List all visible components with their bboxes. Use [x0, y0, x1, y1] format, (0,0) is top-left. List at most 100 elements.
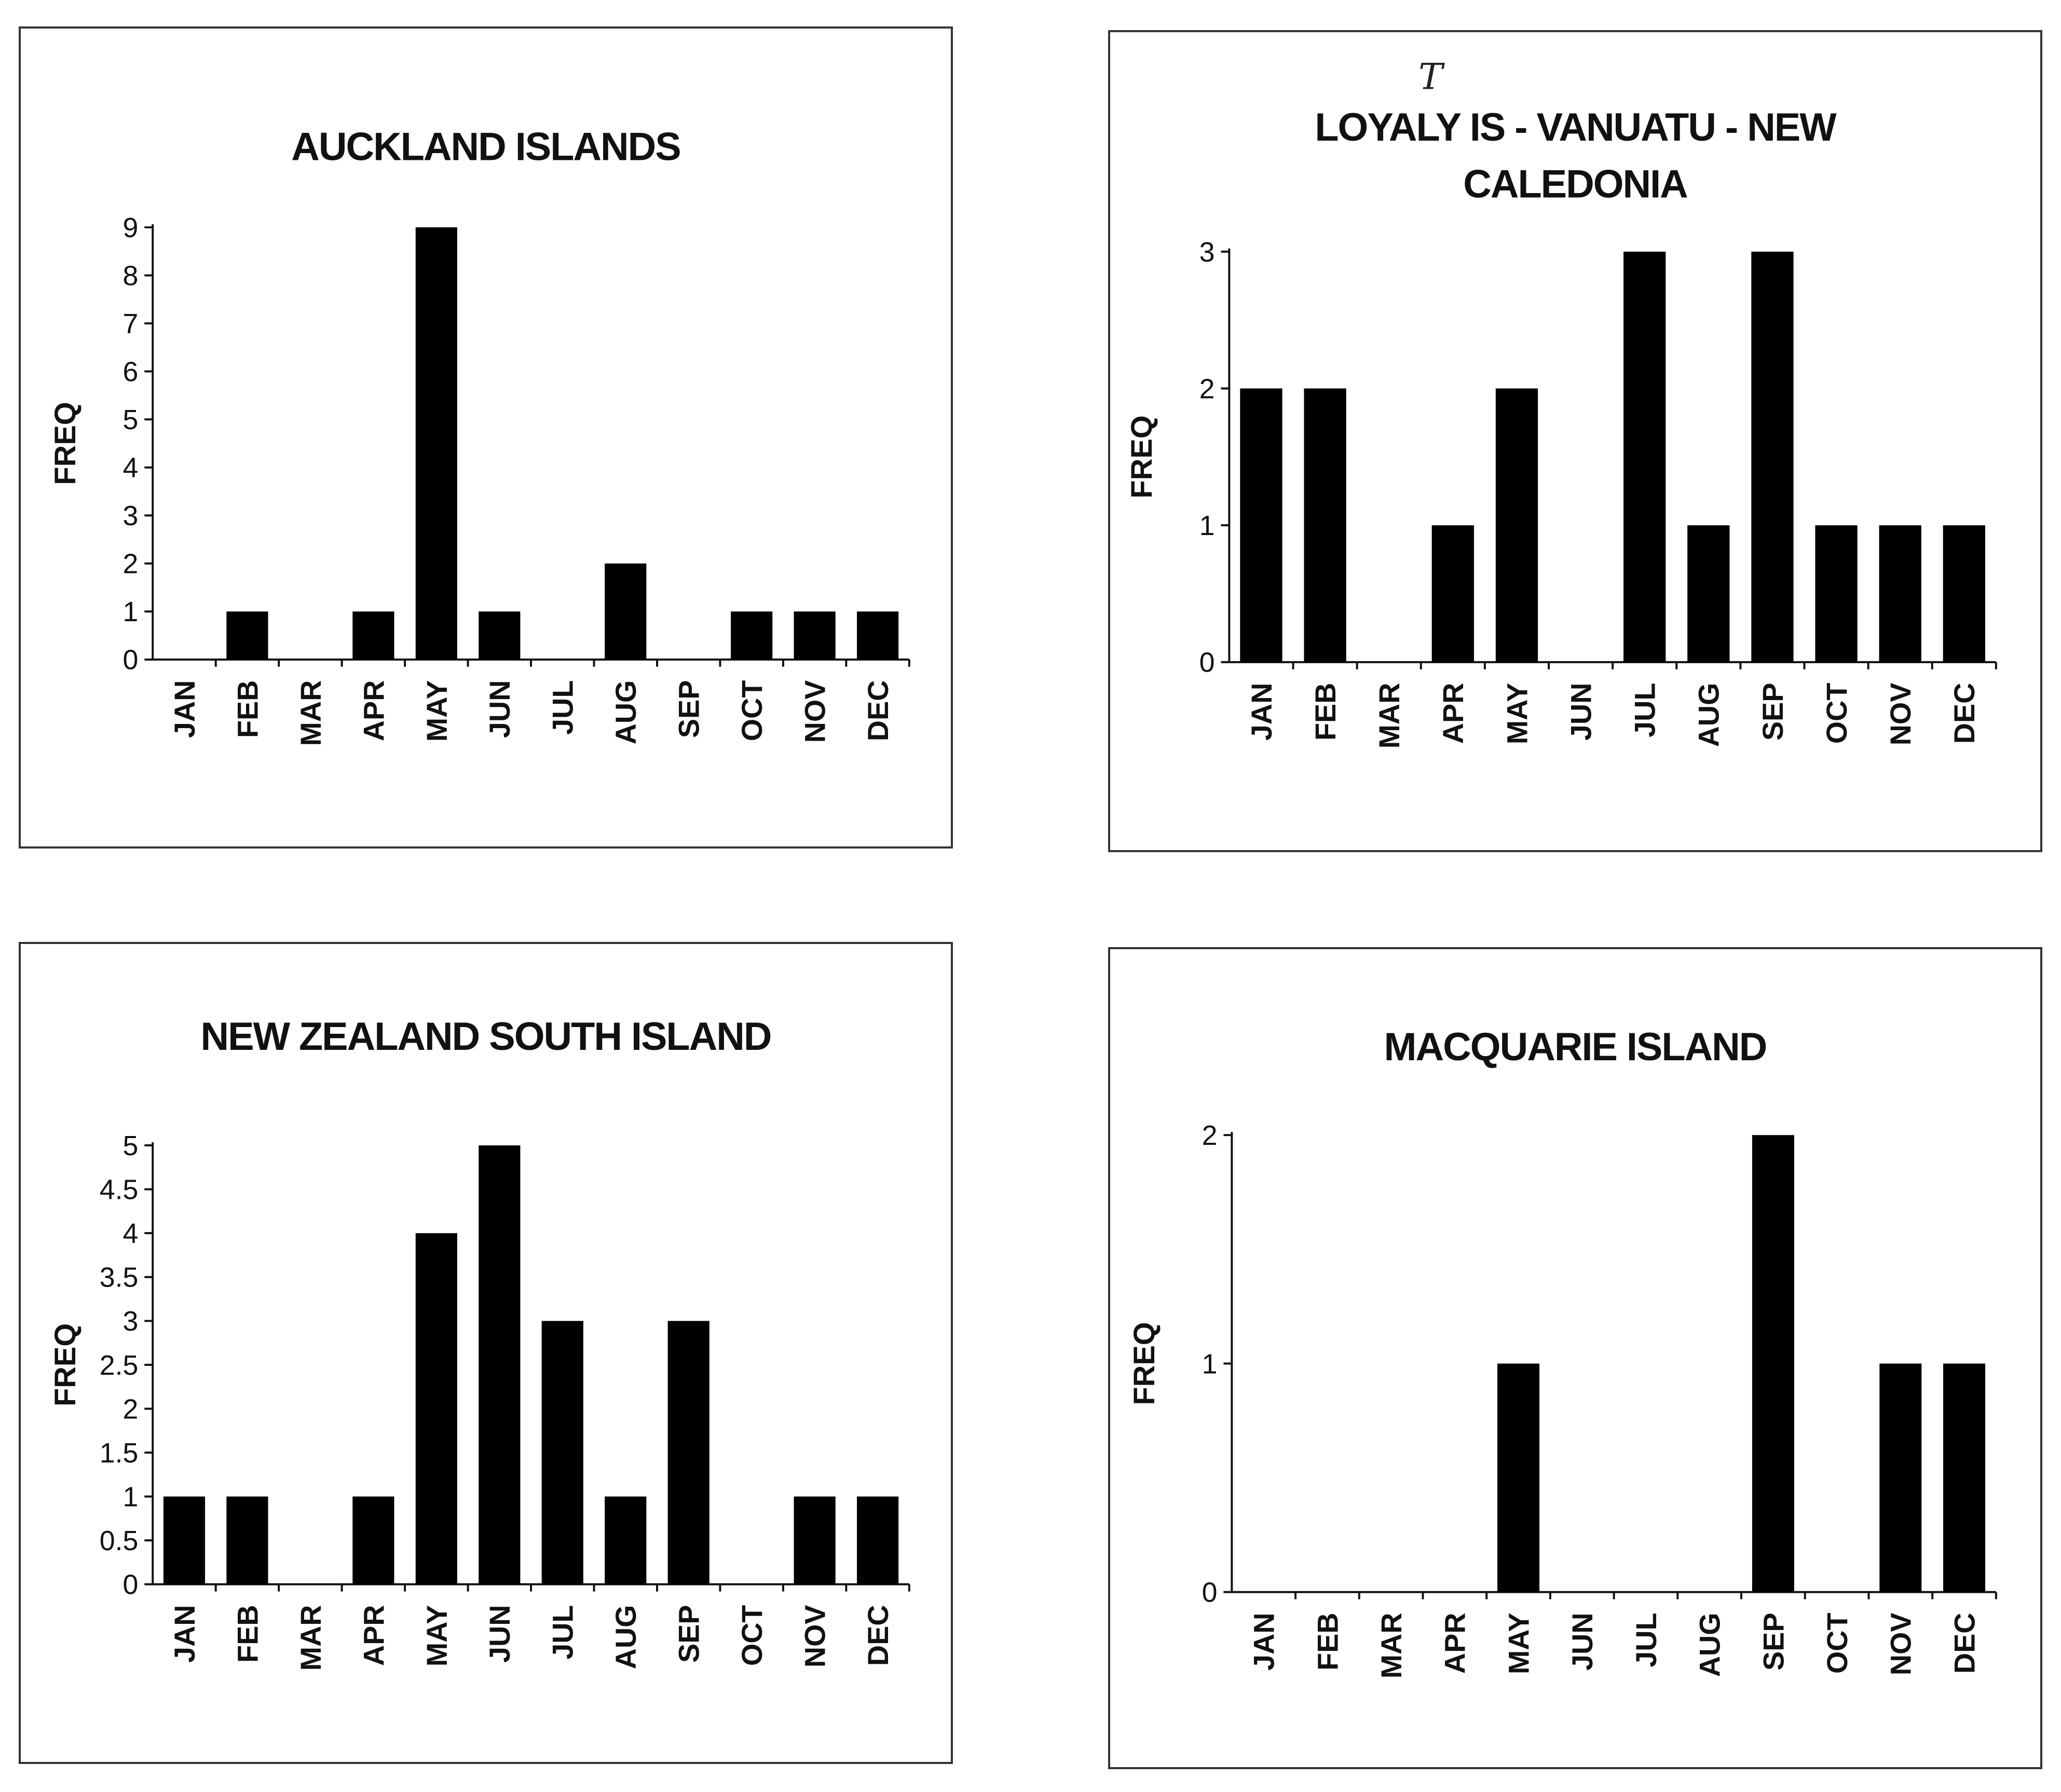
x-tick-label-oct: OCT: [736, 680, 768, 742]
bar-dec: [857, 611, 899, 660]
y-tick-label: 3: [123, 500, 139, 531]
chart-svg-macquarie-island: MACQUARIE ISLAND 0 1 2 FREQ JAN FEB MAR APR MAY JU…: [1128, 1025, 1997, 1678]
x-tick-label-feb: FEB: [1309, 683, 1342, 741]
x-tick-label-dec: DEC: [862, 680, 894, 742]
x-tick-label-aug: AUG: [1693, 683, 1725, 747]
y-tick-label: 9: [123, 212, 139, 243]
chart-svg-auckland-islands: AUCKLAND ISLANDS 0 1 2 3 4 5 6 7 8 9 FREQ JAN FEB MAR A…: [49, 126, 910, 746]
bar-dec: [857, 1496, 899, 1584]
x-tick-label-nov: NOV: [799, 1605, 831, 1668]
y-tick-label: 2: [1199, 373, 1215, 404]
chart-panel-macquarie-island: MACQUARIE ISLAND 0 1 2 FREQ JAN FEB MAR APR MAY JU…: [1108, 947, 2042, 1769]
x-tick-label-apr: APR: [1439, 1613, 1471, 1674]
y-tick-label: 3.5: [100, 1262, 139, 1293]
bar-oct: [731, 611, 773, 660]
x-tick-label-jun: JUN: [1565, 683, 1597, 741]
y-axis-label: FREQ: [1128, 1322, 1161, 1405]
y-tick-label: 1: [1199, 510, 1215, 541]
x-tick-label-feb: FEB: [231, 1605, 264, 1663]
x-tick-label-may: MAY: [421, 1605, 453, 1667]
y-tick-label: 0: [123, 1569, 139, 1601]
bar-feb: [1304, 388, 1346, 662]
y-tick-label: 8: [123, 260, 139, 291]
chart-title-line: NEW ZEALAND SOUTH ISLAND: [201, 1015, 771, 1059]
x-tick-label-apr: APR: [358, 680, 390, 742]
x-tick-label-mar: MAR: [295, 680, 327, 746]
bar-nov: [1879, 1363, 1922, 1592]
y-tick-label: 4.5: [100, 1174, 139, 1206]
bar-dec: [1943, 525, 1985, 662]
x-tick-label-mar: MAR: [1373, 683, 1405, 749]
chart-title-line: LOYALY IS - VANUATU - NEW: [1315, 106, 1837, 149]
y-tick-label: 0: [1199, 647, 1215, 678]
y-tick-label: 4: [123, 453, 139, 484]
y-tick-label: 1.5: [100, 1438, 139, 1469]
x-tick-label-feb: FEB: [1312, 1613, 1344, 1671]
y-tick-label: 3: [123, 1306, 139, 1337]
x-tick-label-aug: AUG: [1694, 1613, 1726, 1677]
bar-may: [1497, 1363, 1540, 1592]
y-axis-label: FREQ: [49, 402, 82, 485]
x-tick-label-oct: OCT: [1821, 683, 1853, 744]
x-tick-label-sep: SEP: [1757, 1613, 1790, 1671]
y-tick-label: 2: [123, 1393, 139, 1425]
x-tick-label-jul: JUL: [1629, 683, 1661, 737]
x-tick-label-jul: JUL: [1630, 1613, 1662, 1667]
bar-nov: [794, 1496, 836, 1584]
y-tick-label: 3: [1199, 237, 1215, 268]
x-tick-label-aug: AUG: [610, 680, 642, 745]
y-tick-label: 0: [1202, 1577, 1218, 1608]
x-tick-label-jan: JAN: [169, 680, 201, 738]
x-tick-label-dec: DEC: [1948, 683, 1981, 744]
bar-may: [415, 1233, 457, 1584]
y-tick-label: 2.5: [100, 1350, 139, 1381]
chart-svg-new-zealand-south-island: NEW ZEALAND SOUTH ISLAND 0 0.5 1 1.5 2 2.5 3 3.5…: [49, 1015, 910, 1671]
bar-apr: [352, 611, 394, 660]
chart-panel-loyalty-vanuatu-new-caledonia: LOYALY IS - VANUATU - NEW CALEDONIA T 0 1 2 3 F…: [1108, 30, 2042, 852]
x-tick-label-jan: JAN: [169, 1605, 201, 1663]
x-tick-label-nov: NOV: [1885, 683, 1917, 746]
bar-aug: [605, 1496, 647, 1584]
x-tick-label-may: MAY: [421, 680, 453, 742]
x-tick-label-jul: JUL: [547, 680, 579, 735]
y-tick-label: 2: [123, 549, 139, 580]
y-tick-label: 7: [123, 308, 139, 339]
bar-jun: [479, 1145, 521, 1584]
x-tick-label-jun: JUN: [1566, 1613, 1599, 1671]
y-tick-label: 1: [123, 596, 139, 627]
chart-title-line: AUCKLAND ISLANDS: [291, 126, 680, 169]
x-tick-label-oct: OCT: [736, 1605, 768, 1666]
bar-oct: [1815, 525, 1858, 662]
y-tick-label: 1: [123, 1482, 139, 1513]
x-tick-label-jan: JAN: [1246, 683, 1278, 741]
x-tick-label-nov: NOV: [1885, 1613, 1917, 1676]
y-tick-label: 2: [1202, 1120, 1218, 1151]
chart-svg-loyalty-vanuatu-new-caledonia: LOYALY IS - VANUATU - NEW CALEDONIA T 0 1 2 3 F…: [1125, 56, 1997, 749]
bar-sep: [667, 1321, 709, 1584]
x-tick-label-dec: DEC: [862, 1605, 894, 1666]
bar-jul: [1623, 251, 1666, 662]
x-tick-label-apr: APR: [358, 1605, 390, 1666]
x-tick-label-may: MAY: [1503, 1613, 1535, 1675]
bar-dec: [1943, 1363, 1986, 1592]
y-tick-label: 4: [123, 1218, 139, 1249]
chart-panel-auckland-islands: AUCKLAND ISLANDS 0 1 2 3 4 5 6 7 8 9 FREQ JAN FEB MAR A…: [19, 26, 953, 849]
bar-feb: [226, 1496, 268, 1584]
y-tick-label: 5: [123, 1130, 139, 1161]
bar-jul: [541, 1321, 583, 1584]
x-tick-label-apr: APR: [1437, 683, 1469, 744]
bar-sep: [1751, 251, 1794, 662]
y-tick-label: 1: [1202, 1348, 1218, 1379]
bar-jan: [1240, 388, 1282, 662]
bar-may: [1495, 388, 1538, 662]
y-tick-label: 5: [123, 404, 139, 435]
x-tick-label-jan: JAN: [1248, 1613, 1280, 1671]
bar-apr: [1431, 525, 1474, 662]
y-axis-label: FREQ: [1125, 415, 1158, 498]
x-tick-label-jul: JUL: [547, 1605, 579, 1660]
bar-nov: [794, 611, 836, 660]
bar-sep: [1752, 1135, 1794, 1592]
bar-feb: [226, 611, 268, 660]
x-tick-label-sep: SEP: [673, 1605, 705, 1663]
bar-aug: [605, 563, 647, 660]
